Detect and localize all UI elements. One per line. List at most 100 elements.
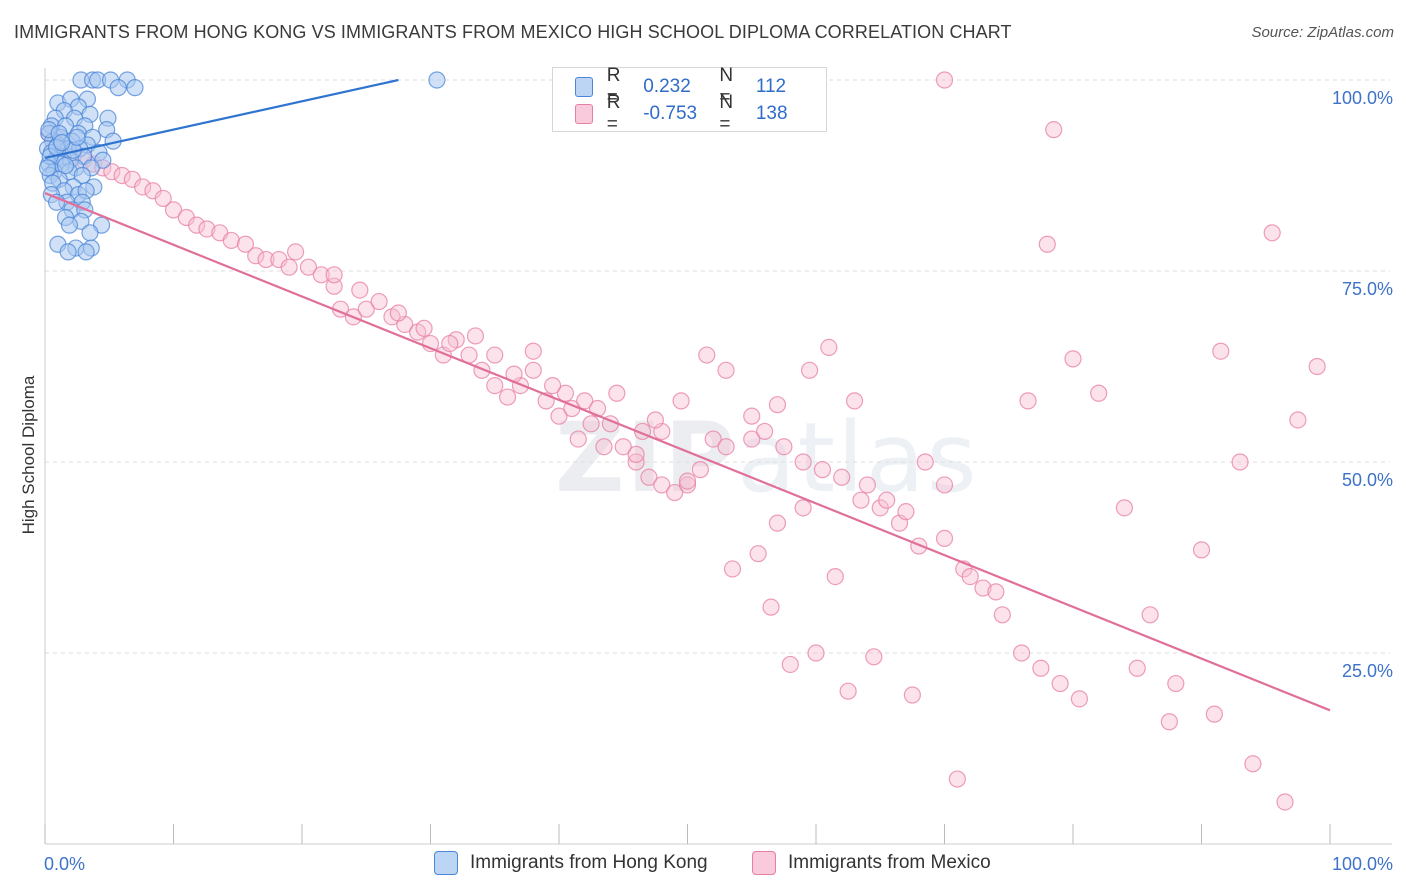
data-point-mexico <box>845 392 864 410</box>
legend-swatch-pink <box>575 104 593 124</box>
data-point-mexico <box>935 71 954 89</box>
data-point-mexico <box>280 258 298 276</box>
data-point-mexico <box>903 686 921 704</box>
data-point-mexico <box>164 201 183 219</box>
data-point-mexico <box>441 334 459 353</box>
data-point-mexico <box>1263 224 1281 242</box>
data-point-mexico <box>717 361 735 379</box>
legend-n-label: N = <box>719 65 734 108</box>
data-point-mexico <box>134 178 152 196</box>
data-point-mexico <box>987 583 1005 601</box>
data-point-mexico <box>627 445 645 463</box>
data-point-mexico <box>188 216 206 234</box>
data-point-mexico <box>1070 690 1089 708</box>
data-point-mexico <box>1115 499 1134 517</box>
legend-item-hong-kong[interactable]: Immigrants from Hong Kong <box>434 851 708 875</box>
data-point-mexico <box>299 258 318 276</box>
data-point-mexico <box>781 655 799 674</box>
y-tick-label: 50.0% <box>1342 470 1393 490</box>
data-point-mexico <box>794 453 812 471</box>
legend-r-label: R = <box>606 92 621 135</box>
data-point-mexico <box>948 770 966 788</box>
legend-swatch-blue <box>434 851 458 875</box>
data-point-mexico <box>768 396 787 414</box>
data-point-mexico <box>640 468 658 486</box>
y-tick-label: 75.0% <box>1342 279 1393 299</box>
data-point-hong-kong <box>109 79 127 97</box>
data-point-mexico <box>1141 606 1159 624</box>
data-point-mexico <box>1032 659 1050 677</box>
data-point-mexico <box>704 430 722 448</box>
y-tick-label: 25.0% <box>1342 661 1393 681</box>
legend-swatch-blue <box>575 77 593 97</box>
data-point-mexico <box>543 377 562 395</box>
data-point-mexico <box>698 346 716 364</box>
data-point-mexico <box>794 499 812 517</box>
data-point-mexico <box>198 220 216 238</box>
data-point-mexico <box>312 266 330 284</box>
series-legend: Immigrants from Hong Kong Immigrants fro… <box>0 851 1406 877</box>
data-point-mexico <box>1289 411 1307 429</box>
data-point-mexico <box>974 579 992 597</box>
data-point-mexico <box>154 189 172 208</box>
data-point-mexico <box>852 491 870 509</box>
data-point-mexico <box>595 438 613 456</box>
legend-r-value: 0.232 <box>643 76 691 97</box>
data-point-mexico <box>678 472 697 490</box>
data-point-mexico <box>608 384 626 402</box>
data-point-mexico <box>556 384 575 402</box>
data-point-hong-kong <box>81 224 99 242</box>
data-point-mexico <box>1212 342 1230 360</box>
data-point-mexico <box>935 476 954 494</box>
legend-row-mexico: R = -0.753 N = 138 <box>575 92 826 135</box>
data-point-mexico <box>257 250 275 269</box>
legend-label: Immigrants from Hong Kong <box>470 852 708 873</box>
data-point-mexico <box>370 292 388 311</box>
legend-row-hong-kong: R = 0.232 N = 112 <box>575 65 826 108</box>
data-point-mexico <box>357 300 375 318</box>
data-point-mexico <box>247 247 265 265</box>
data-point-mexico <box>1205 705 1223 723</box>
legend-swatch-pink <box>752 851 776 875</box>
data-point-hong-kong <box>60 216 79 234</box>
watermark: ZIPatlas <box>555 402 979 514</box>
data-point-mexico <box>524 342 542 360</box>
data-point-mexico <box>865 648 883 666</box>
data-point-hong-kong <box>56 156 75 175</box>
data-point-mexico <box>1038 235 1056 253</box>
data-point-mexico <box>113 166 131 185</box>
legend-label: Immigrants from Mexico <box>788 852 991 873</box>
data-point-hong-kong <box>126 79 144 97</box>
legend-item-mexico[interactable]: Immigrants from Mexico <box>752 851 991 875</box>
data-point-mexico <box>576 392 594 410</box>
data-point-hong-kong <box>59 243 77 261</box>
data-point-mexico <box>775 438 793 456</box>
data-point-mexico <box>1051 674 1069 693</box>
data-point-mexico <box>762 598 780 616</box>
data-point-mexico <box>961 567 979 586</box>
data-point-mexico <box>897 503 915 521</box>
data-point-mexico <box>768 514 787 532</box>
data-point-mexico <box>717 438 735 456</box>
data-point-mexico <box>222 231 240 250</box>
data-point-mexico <box>813 461 832 479</box>
legend-n-value: 138 <box>755 103 788 124</box>
x-tick-label: 100.0% <box>1332 854 1393 874</box>
data-point-mexico <box>646 411 664 429</box>
data-point-mexico <box>672 392 690 410</box>
data-point-hong-kong <box>38 159 57 177</box>
data-point-mexico <box>389 304 407 322</box>
data-point-mexico <box>666 483 684 502</box>
data-point-mexico <box>1090 384 1108 402</box>
data-point-mexico <box>466 327 485 345</box>
data-point-mexico <box>993 606 1011 624</box>
data-point-mexico <box>678 476 697 494</box>
data-point-hong-kong <box>68 128 86 146</box>
data-point-mexico <box>653 476 671 494</box>
data-point-mexico <box>351 281 369 299</box>
data-point-mexico <box>325 266 343 284</box>
data-point-mexico <box>749 545 767 563</box>
data-point-mexico <box>1167 674 1185 693</box>
data-point-mexico <box>569 430 587 448</box>
data-point-mexico <box>486 346 504 364</box>
